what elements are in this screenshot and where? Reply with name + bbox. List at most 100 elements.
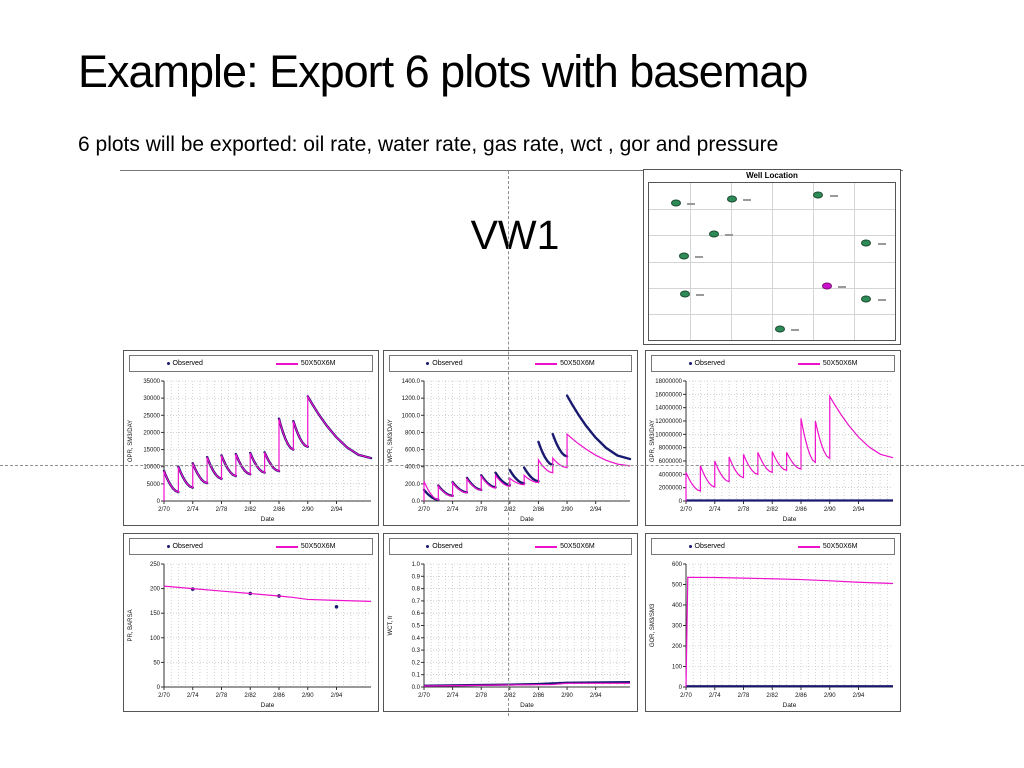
- chart-plot-svg: 0.0 0.1 0.2 0.3 0.4 0.5 0.6 0.7 0.8 0.9 1.0 2/70 2/7…: [388, 562, 631, 709]
- well-marker[interactable]: [680, 290, 691, 298]
- observed-marker-icon: [426, 545, 430, 548]
- svg-text:2/74: 2/74: [709, 507, 721, 513]
- basemap-gridline: [649, 313, 895, 315]
- svg-text:2/70: 2/70: [418, 507, 430, 513]
- well-label: [877, 299, 886, 302]
- horizontal-guide-line: [0, 465, 1024, 466]
- well-marker[interactable]: [775, 325, 786, 333]
- legend-label: Observed: [694, 543, 725, 550]
- svg-text:2/90: 2/90: [302, 693, 314, 699]
- svg-text:2/78: 2/78: [738, 693, 750, 699]
- svg-text:0.7: 0.7: [412, 599, 421, 605]
- well-marker[interactable]: [708, 230, 719, 238]
- well-marker[interactable]: [679, 252, 690, 260]
- selected-well-marker[interactable]: [822, 282, 833, 290]
- svg-text:OPR, SM3/DAY: OPR, SM3/DAY: [128, 420, 134, 462]
- svg-text:14000000: 14000000: [655, 406, 682, 412]
- basemap-gridline: [649, 261, 895, 263]
- svg-text:500: 500: [672, 583, 683, 589]
- chart-plot-svg: 0 50 100 150 200 250 2/70 2/74 2/78 2/82 2/86 2/90 2…: [128, 562, 372, 709]
- svg-text:1400.0: 1400.0: [402, 379, 421, 385]
- well-label: [838, 285, 847, 288]
- legend-item: Observed: [688, 360, 725, 367]
- model-marker-icon: [275, 545, 298, 548]
- svg-text:Date: Date: [520, 516, 534, 523]
- svg-text:2/78: 2/78: [475, 507, 487, 513]
- legend-item: Observed: [688, 543, 725, 550]
- legend-item: 50X50X6M: [275, 360, 336, 367]
- well-label: [686, 203, 695, 206]
- basemap-gridline: [813, 183, 814, 340]
- model-marker-icon: [535, 362, 558, 365]
- observed-marker-icon: [688, 362, 692, 365]
- svg-text:GPR, SM3/DAY: GPR, SM3/DAY: [650, 420, 656, 462]
- well-marker[interactable]: [861, 239, 872, 247]
- well-marker[interactable]: [727, 195, 738, 203]
- svg-text:35000: 35000: [143, 379, 160, 385]
- legend-item: 50X50X6M: [535, 543, 595, 550]
- svg-text:2/90: 2/90: [824, 693, 836, 699]
- well-marker[interactable]: [861, 295, 872, 303]
- legend-label: Observed: [172, 360, 203, 367]
- chart-wct: Observed 50X50X6M 0.0 0.1 0.2 0.3 0.4 0.5 0.6 0.7…: [383, 533, 638, 712]
- well-label: [743, 199, 752, 202]
- svg-text:0: 0: [157, 499, 161, 505]
- svg-text:2/86: 2/86: [795, 507, 807, 513]
- chart-plot-svg: 0.0 200.0 400.0 600.0 800.0 1000.0 1200.0 1400.…: [388, 379, 632, 523]
- svg-text:10000: 10000: [143, 465, 160, 471]
- svg-text:0.0: 0.0: [412, 685, 421, 691]
- svg-text:400.0: 400.0: [405, 465, 421, 471]
- svg-text:4000000: 4000000: [659, 472, 683, 478]
- svg-text:2/90: 2/90: [561, 507, 573, 513]
- svg-text:2/82: 2/82: [766, 693, 778, 699]
- svg-text:5000: 5000: [147, 482, 161, 488]
- svg-text:WCT, fr: WCT, fr: [388, 616, 394, 636]
- svg-text:WPR, SM3/DAY: WPR, SM3/DAY: [388, 419, 394, 462]
- svg-text:2/70: 2/70: [158, 693, 170, 699]
- well-marker[interactable]: [813, 191, 824, 199]
- svg-text:6000000: 6000000: [659, 459, 683, 465]
- chart-plot-svg: 0 2000000 4000000 6000000 8000000 10000000 120…: [650, 379, 894, 523]
- svg-text:0: 0: [679, 685, 683, 691]
- svg-text:2/78: 2/78: [216, 507, 228, 513]
- legend-label: 50X50X6M: [300, 360, 336, 367]
- well-label: [695, 255, 704, 258]
- chart-gor: Observed 50X50X6M 0 100 200 300 400 500 600 2/70 2…: [645, 533, 901, 712]
- divider-line: [120, 170, 903, 171]
- svg-text:Date: Date: [783, 516, 797, 523]
- well-label: [829, 194, 838, 197]
- legend-item: 50X50X6M: [797, 360, 858, 367]
- well-name-label: VW1: [470, 212, 560, 258]
- svg-text:2/94: 2/94: [853, 507, 865, 513]
- svg-text:Date: Date: [261, 702, 275, 709]
- svg-text:10000000: 10000000: [655, 432, 682, 438]
- svg-text:8000000: 8000000: [659, 446, 683, 452]
- observed-marker-icon: [426, 362, 430, 365]
- legend-item: Observed: [166, 360, 203, 367]
- svg-text:30000: 30000: [143, 396, 160, 402]
- legend-item: Observed: [166, 543, 203, 550]
- svg-text:0.3: 0.3: [412, 648, 421, 654]
- svg-text:2/78: 2/78: [475, 693, 487, 699]
- well-label: [724, 234, 733, 237]
- svg-text:2/86: 2/86: [533, 693, 545, 699]
- well-label: [696, 294, 705, 297]
- well-marker[interactable]: [670, 199, 681, 207]
- svg-text:0: 0: [679, 499, 683, 505]
- svg-text:25000: 25000: [143, 413, 160, 419]
- svg-text:0.0: 0.0: [412, 499, 421, 505]
- chart-legend: Observed 50X50X6M: [129, 355, 373, 372]
- svg-text:2/74: 2/74: [187, 693, 199, 699]
- svg-text:2/94: 2/94: [590, 693, 602, 699]
- svg-text:400: 400: [672, 603, 683, 609]
- legend-label: 50X50X6M: [822, 360, 858, 367]
- svg-text:20000: 20000: [143, 430, 160, 436]
- legend-item: Observed: [426, 543, 463, 550]
- legend-label: Observed: [432, 360, 463, 367]
- svg-text:2/82: 2/82: [504, 507, 516, 513]
- svg-text:2/70: 2/70: [158, 507, 170, 513]
- model-marker-icon: [797, 362, 820, 365]
- chart-water-rate: Observed 50X50X6M 0.0 200.0 400.0 600.0 800.0 1…: [383, 350, 638, 526]
- svg-text:100: 100: [150, 636, 161, 642]
- model-marker-icon: [275, 362, 298, 365]
